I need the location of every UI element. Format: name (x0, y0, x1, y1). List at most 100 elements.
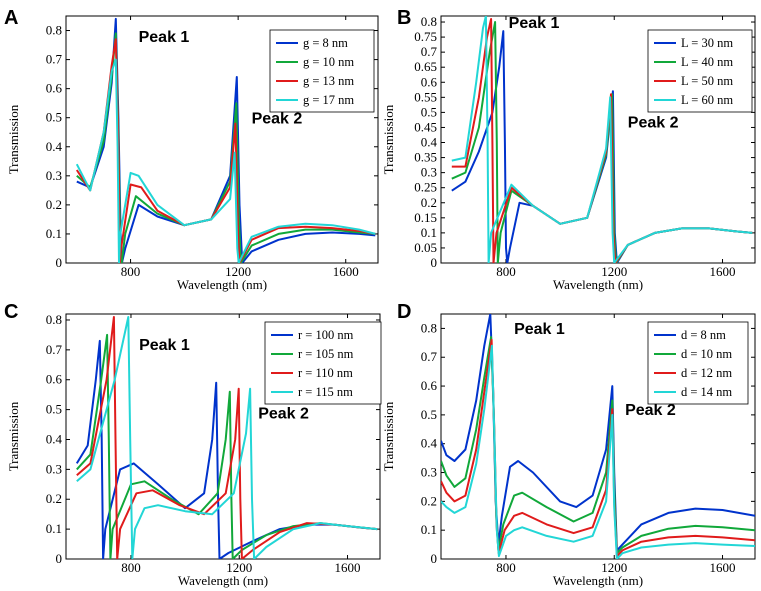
x-tick-label: 1200 (226, 560, 252, 575)
annotation-peak-1: Peak 1 (509, 15, 560, 32)
y-tick-label: 0.65 (414, 59, 437, 74)
y-tick-label: 0.35 (414, 150, 437, 165)
x-tick-label: 1200 (601, 264, 627, 279)
series-line-2 (76, 333, 378, 559)
y-tick-label: 0.4 (421, 436, 438, 451)
annotation-peak-1: Peak 1 (139, 337, 190, 354)
x-axis-label: Wavelength (nm) (553, 573, 643, 588)
legend-entry: g = 13 nm (303, 74, 354, 88)
panel-letter: D (397, 301, 411, 323)
y-axis-label: Transmission (381, 401, 396, 471)
y-tick-label: 0 (56, 255, 63, 270)
legend-entry: d = 12 nm (681, 366, 732, 380)
y-tick-label: 0.1 (46, 226, 62, 241)
legend-entry: g = 10 nm (303, 55, 354, 69)
x-tick-label: 1200 (601, 560, 627, 575)
y-tick-label: 0.5 (46, 110, 62, 125)
series-line-1 (441, 314, 755, 552)
annotation-peak-2: Peak 2 (628, 114, 679, 131)
y-tick-label: 0.7 (421, 44, 438, 59)
y-tick-label: 0.6 (46, 372, 63, 387)
legend-entry: d = 14 nm (681, 385, 732, 399)
legend-entry: g = 8 nm (303, 36, 348, 50)
panel-b: B 00.050.10.150.20.250.30.350.40.450.50.5… (381, 7, 756, 292)
plot-frame (65, 15, 379, 264)
y-tick-label: 0 (56, 551, 63, 566)
y-tick-label: 0.55 (414, 89, 437, 104)
legend-entry: g = 17 nm (303, 93, 354, 107)
y-tick-label: 0.2 (46, 491, 62, 506)
y-tick-label: 0.6 (46, 81, 63, 96)
x-axis-label: Wavelength (nm) (177, 277, 267, 292)
y-tick-label: 0.25 (414, 180, 437, 195)
legend-entry: r = 100 nm (298, 328, 354, 342)
y-tick-label: 0.7 (46, 52, 63, 67)
x-tick-label: 800 (496, 264, 516, 279)
x-tick-label: 1600 (335, 560, 361, 575)
y-tick-label: 0.8 (421, 320, 437, 335)
y-tick-label: 0 (431, 255, 438, 270)
legend-entry: r = 105 nm (298, 347, 354, 361)
y-axis-label: Transmission (381, 104, 396, 174)
legend-entry: L = 60 nm (681, 93, 733, 107)
series-line-4 (76, 316, 378, 559)
x-tick-label: 800 (496, 560, 516, 575)
y-tick-label: 0.15 (414, 210, 437, 225)
legend-entry: r = 115 nm (298, 385, 353, 399)
y-tick-label: 0.4 (46, 139, 63, 154)
annotation-peak-2: Peak 2 (625, 402, 676, 419)
y-tick-label: 0.3 (46, 461, 62, 476)
y-tick-label: 0.05 (414, 240, 437, 255)
y-tick-label: 0.5 (421, 407, 437, 422)
annotation-peak-1: Peak 1 (514, 321, 565, 338)
y-tick-label: 0.3 (421, 465, 437, 480)
x-axis-label: Wavelength (nm) (553, 277, 643, 292)
plot-frame (65, 313, 381, 560)
panel-d: D 0 0.1 0.2 0.3 0.4 0.5 0.6 0.7 0.8 800 1200 1600 Wav… (381, 301, 756, 588)
panel-c: C 0 0.1 0.2 0.3 0.4 0.5 0.6 0.7 0.8 800 1200 1600 Wav… (4, 301, 382, 588)
panel-letter: A (4, 7, 18, 29)
y-tick-label: 0.8 (421, 14, 437, 29)
y-axis-label: Transmission (6, 401, 21, 471)
y-tick-label: 0.75 (414, 29, 437, 44)
series-line-4 (75, 58, 376, 263)
annotation-peak-2: Peak 2 (258, 406, 309, 423)
y-tick-label: 0.4 (421, 135, 438, 150)
y-tick-label: 0.1 (421, 522, 437, 537)
x-axis-label: Wavelength (nm) (178, 573, 268, 588)
y-tick-label: 0.8 (46, 23, 62, 38)
y-tick-label: 0 (431, 551, 438, 566)
y-tick-label: 0.7 (46, 342, 63, 357)
y-tick-label: 0.7 (421, 349, 438, 364)
y-tick-label: 0.45 (414, 119, 437, 134)
annotation-peak-2: Peak 2 (252, 111, 303, 128)
plot-frame (440, 313, 756, 560)
y-tick-label: 0.2 (46, 197, 62, 212)
legend-entry: d = 8 nm (681, 328, 726, 342)
legend-entry: L = 50 nm (681, 74, 733, 88)
y-tick-label: 0.3 (421, 165, 437, 180)
x-tick-label: 800 (121, 560, 141, 575)
x-tick-label: 1200 (225, 264, 251, 279)
panel-letter: C (4, 301, 18, 323)
y-tick-label: 0.1 (421, 225, 437, 240)
y-axis-label: Transmission (6, 104, 21, 174)
y-tick-label: 0.6 (421, 378, 438, 393)
y-tick-label: 0.5 (46, 402, 62, 417)
annotation-peak-1: Peak 1 (139, 29, 190, 46)
series-line-4 (441, 344, 755, 559)
y-tick-label: 0.2 (421, 195, 437, 210)
y-tick-label: 0.3 (46, 168, 62, 183)
series-line-2 (441, 336, 755, 555)
panel-letter: B (397, 7, 411, 29)
y-tick-label: 0.4 (46, 431, 63, 446)
x-tick-label: 1600 (710, 264, 736, 279)
y-tick-label: 0.5 (421, 104, 437, 119)
legend-entry: L = 30 nm (681, 36, 733, 50)
legend-entry: d = 10 nm (681, 347, 732, 361)
series-line-3 (441, 338, 755, 558)
series-line-4 (451, 16, 753, 263)
legend-entry: r = 110 nm (298, 366, 353, 380)
y-tick-label: 0.1 (46, 521, 62, 536)
